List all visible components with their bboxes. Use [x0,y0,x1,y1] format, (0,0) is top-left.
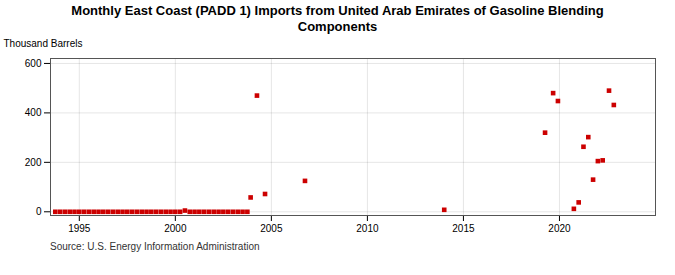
svg-text:2015: 2015 [452,222,475,233]
svg-text:2010: 2010 [356,222,379,233]
svg-text:200: 200 [25,156,42,167]
html-text:Monthly East Coast (PADD 1) Im: Monthly East Coast (PADD 1) Imports from… [71,3,604,35]
svg-text:2020: 2020 [548,222,571,233]
html-text:Source: U.S. Energy Informatio: Source: U.S. Energy Information Administ… [50,240,260,252]
svg-text:2005: 2005 [260,222,283,233]
svg-text:Thousand Barrels: Thousand Barrels [4,37,83,48]
svg-text:600: 600 [25,57,42,68]
svg-text:2000: 2000 [164,222,187,233]
svg-text:400: 400 [25,107,42,118]
svg-text:1995: 1995 [68,222,91,233]
svg-text:0: 0 [36,205,42,216]
